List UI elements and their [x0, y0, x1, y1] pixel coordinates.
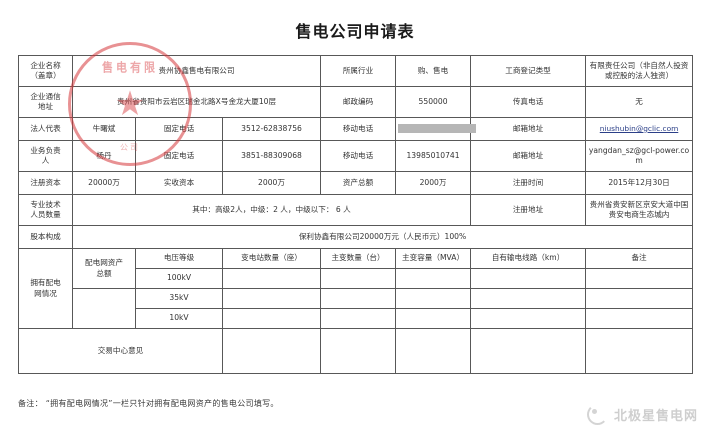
- label-company-address: 企业通信 地址: [18, 86, 73, 118]
- label-technical-staff: 专业技术 人员数量: [18, 194, 73, 226]
- label-legal-representative-tel: 固定电话: [135, 117, 223, 141]
- table-row-grid-header: 拥有配电 网情况 配电网资产 总额 电压等级 变电站数量（座） 主变数量（台） …: [18, 248, 694, 329]
- table-row-voltage-10kv: 10kV: [19, 308, 694, 329]
- label-fax: 传真电话: [470, 86, 587, 118]
- cell-transformer-count-1[interactable]: [320, 268, 397, 289]
- value-registration-date: 2015年12月30日: [585, 171, 694, 195]
- cell-transmission-line-2[interactable]: [470, 288, 587, 309]
- label-trade-center-opinion: 交易中心意见: [18, 328, 223, 374]
- cell-transmission-line-1[interactable]: [470, 268, 587, 289]
- table-row-address: 企业通信 地址 贵州省贵阳市云岩区瑞金北路X号金龙大厦10层 邮政编码 5500…: [18, 86, 694, 118]
- application-form-table: 企业名称 （盖章） 贵州协鑫售电有限公司 所属行业 购、售电 工商登记类型 有限…: [18, 55, 694, 374]
- label-legal-representative: 法人代表: [18, 117, 73, 141]
- table-row-company-name: 企业名称 （盖章） 贵州协鑫售电有限公司 所属行业 购、售电 工商登记类型 有限…: [18, 55, 694, 87]
- label-registration-date: 注册时间: [470, 171, 587, 195]
- value-voltage-level-1: 100kV: [135, 268, 223, 289]
- cell-trade-center-3[interactable]: [395, 328, 472, 374]
- value-fax: 无: [585, 86, 694, 118]
- table-row-technical-staff: 专业技术 人员数量 其中：高级2人，中级：2 人，中级以下： 6 人 注册地址 …: [18, 194, 694, 226]
- cell-trade-center-2[interactable]: [320, 328, 397, 374]
- label-paid-in-capital: 实收资本: [135, 171, 223, 195]
- col-header-voltage-level: 电压等级: [135, 248, 223, 269]
- cell-trade-center-1[interactable]: [221, 328, 322, 374]
- value-business-representative-name: 杨丹: [72, 140, 136, 172]
- value-technical-staff: 其中：高级2人，中级：2 人，中级以下： 6 人: [71, 194, 472, 226]
- label-industry: 所属行业: [320, 55, 397, 87]
- label-distribution-grid: 拥有配电 网情况: [18, 248, 73, 329]
- value-voltage-level-3: 10kV: [135, 308, 223, 329]
- label-grid-asset-total: 配电网资产 总额: [72, 248, 136, 289]
- moon-cloud-icon: [586, 404, 608, 425]
- label-total-assets: 资产总额: [320, 171, 397, 195]
- value-legal-representative-email[interactable]: niushubin@gclic.com: [585, 117, 694, 141]
- value-voltage-level-2: 35kV: [135, 288, 223, 309]
- label-business-representative-email: 邮箱地址: [470, 140, 587, 172]
- table-row-equity-structure: 股本构成 保利协鑫有限公司20000万元（人民币元）100%: [18, 225, 694, 249]
- value-business-representative-email: yangdan_sz@gcl-power.com: [585, 140, 694, 172]
- cell-substation-count-3[interactable]: [221, 308, 322, 329]
- cell-remarks-3[interactable]: [585, 308, 694, 329]
- label-business-representative: 业务负责 人: [18, 140, 73, 172]
- cell-transformer-count-3[interactable]: [320, 308, 397, 329]
- col-header-remarks: 备注: [585, 248, 694, 269]
- cell-trade-center-5[interactable]: [585, 328, 694, 374]
- col-header-substation-count: 变电站数量（座）: [221, 248, 322, 269]
- table-row-voltage-35kv: 35kV: [19, 288, 694, 329]
- value-registered-address: 贵州省贵安新区京安大道中国贵安电商生态城内: [585, 194, 694, 226]
- redaction-block: [398, 124, 477, 134]
- value-business-representative-mobile: 13985010741: [395, 140, 472, 172]
- value-paid-in-capital: 2000万: [221, 171, 322, 195]
- cell-trade-center-4[interactable]: [470, 328, 587, 374]
- label-equity-structure: 股本构成: [18, 225, 73, 249]
- col-header-transformer-count: 主变数量（台）: [320, 248, 397, 269]
- col-header-transformer-capacity: 主变容量（MVA）: [395, 248, 472, 269]
- watermark-text: 北极星售电网: [613, 409, 698, 424]
- site-watermark: 北极星售电网: [586, 404, 698, 425]
- value-equity-structure: 保利协鑫有限公司20000万元（人民币元）100%: [71, 225, 694, 249]
- value-registered-capital: 20000万: [72, 171, 136, 195]
- value-registration-type: 有限责任公司（非自然人投资或控股的法人独资）: [585, 55, 694, 87]
- value-company-name: 贵州协鑫售电有限公司: [71, 55, 322, 87]
- label-registration-type: 工商登记类型: [470, 55, 587, 87]
- value-business-representative-tel: 3851-88309068: [221, 140, 322, 172]
- label-zipcode: 邮政编码: [320, 86, 397, 118]
- cell-transformer-capacity-1[interactable]: [395, 268, 472, 289]
- label-business-representative-tel: 固定电话: [135, 140, 223, 172]
- table-row-voltage-100kv: 100kV: [19, 268, 694, 289]
- value-total-assets: 2000万: [395, 171, 472, 195]
- label-business-representative-mobile: 移动电话: [320, 140, 397, 172]
- col-header-own-transmission-line: 自有输电线路（km）: [470, 248, 587, 269]
- cell-remarks-1[interactable]: [585, 268, 694, 289]
- value-company-address: 贵州省贵阳市云岩区瑞金北路X号金龙大厦10层: [71, 86, 322, 118]
- cell-grid-asset-total-value[interactable]: [72, 288, 136, 329]
- table-row-business-representative: 业务负责 人 杨丹 固定电话 3851-88309068 移动电话 139850…: [18, 140, 694, 172]
- table-row-trade-center-opinion: 交易中心意见: [18, 328, 694, 374]
- table-row-capital: 注册资本 20000万 实收资本 2000万 资产总额 2000万 注册时间 2…: [18, 171, 694, 195]
- value-legal-representative-tel: 3512-62838756: [221, 117, 322, 141]
- label-registered-address: 注册地址: [470, 194, 587, 226]
- cell-transformer-count-2[interactable]: [320, 288, 397, 309]
- page-title: 售电公司申请表: [295, 22, 415, 41]
- cell-remarks-2[interactable]: [585, 288, 694, 309]
- table-row-legal-representative: 法人代表 牛曙斌 固定电话 3512-62838756 移动电话 邮箱地址 ni…: [18, 117, 694, 141]
- label-registered-capital: 注册资本: [18, 171, 73, 195]
- cell-transmission-line-3[interactable]: [470, 308, 587, 329]
- value-legal-representative-mobile: [395, 117, 477, 141]
- value-industry: 购、售电: [395, 55, 472, 87]
- label-legal-representative-email: 邮箱地址: [470, 117, 587, 141]
- value-zipcode: 550000: [395, 86, 472, 118]
- cell-transformer-capacity-3[interactable]: [395, 308, 472, 329]
- email-link[interactable]: niushubin@gclic.com: [599, 123, 679, 133]
- value-legal-representative-name: 牛曙斌: [72, 117, 136, 141]
- label-legal-representative-mobile: 移动电话: [320, 117, 397, 141]
- label-company-name: 企业名称 （盖章）: [18, 55, 73, 87]
- footnote-remark: 备注： “拥有配电网情况”一栏只针对拥有配电网资产的售电公司填写。: [18, 399, 279, 408]
- cell-substation-count-2[interactable]: [221, 288, 322, 309]
- cell-substation-count-1[interactable]: [221, 268, 322, 289]
- cell-transformer-capacity-2[interactable]: [395, 288, 472, 309]
